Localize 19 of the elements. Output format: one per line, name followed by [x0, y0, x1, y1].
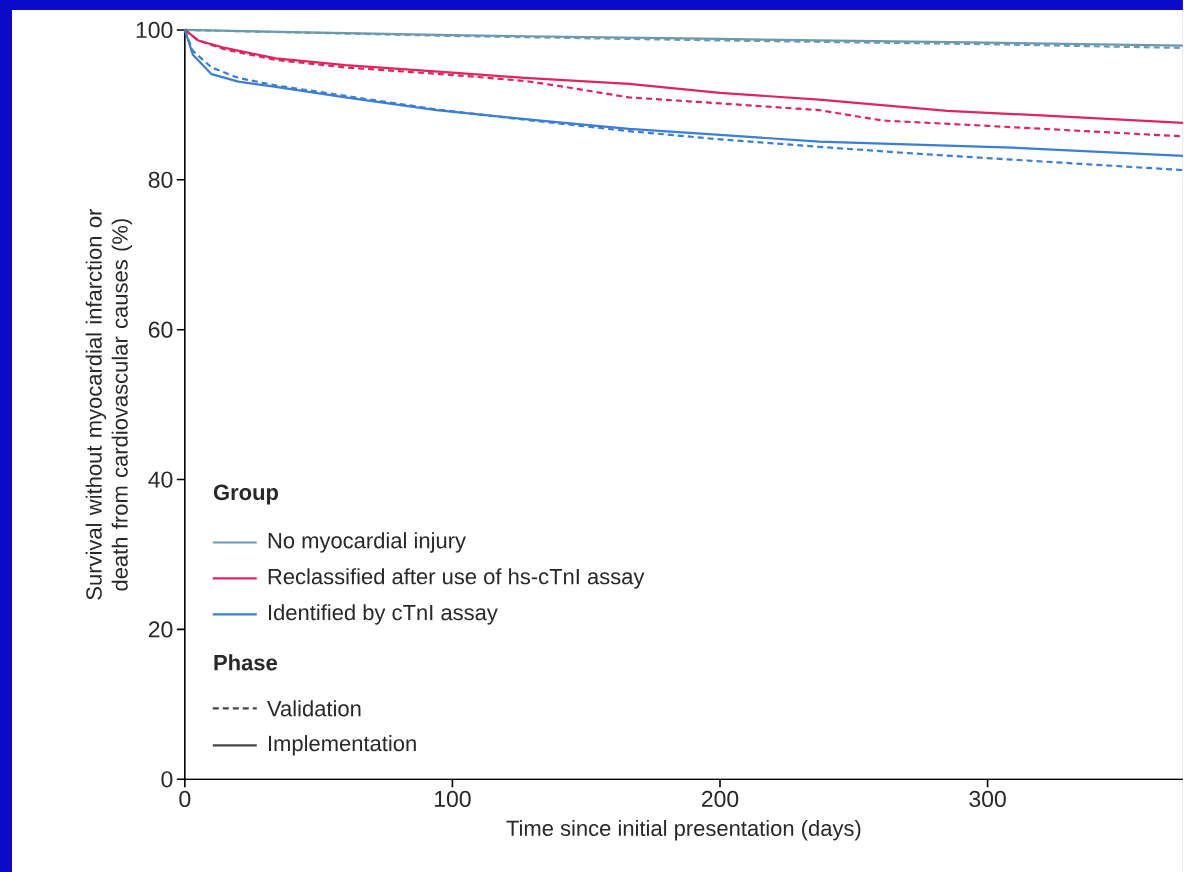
y-axis-title: Survival without myocardial infarction or death from cardiovascular causes (%): [85, 208, 133, 600]
x-axis-title: Time since initial presentation (days): [506, 819, 861, 841]
annotation: Validation: [267, 700, 361, 717]
x-tick-label: 100: [435, 790, 471, 807]
annotation: Phase: [214, 654, 278, 671]
legend-label: Reclassified after use of hs-cTnI assay: [268, 568, 645, 589]
y-tick-label: 20: [148, 621, 173, 638]
legend-title: Group: [213, 484, 279, 505]
legend-label: No myocardial injury: [268, 532, 466, 553]
legend-label: Identified by cTnI assay: [268, 604, 498, 625]
y-tick-label: 40: [148, 471, 173, 488]
x-tick-label: 200: [701, 790, 739, 807]
y-tick-label: 0: [161, 771, 173, 788]
annotation: Implementation: [268, 734, 416, 756]
y-tick-label: 60: [148, 321, 173, 338]
x-tick-label: 0: [179, 790, 191, 807]
x-tick-label: 300: [969, 790, 1006, 807]
y-tick-label: 100: [136, 21, 173, 38]
y-tick-label: 80: [148, 171, 173, 188]
